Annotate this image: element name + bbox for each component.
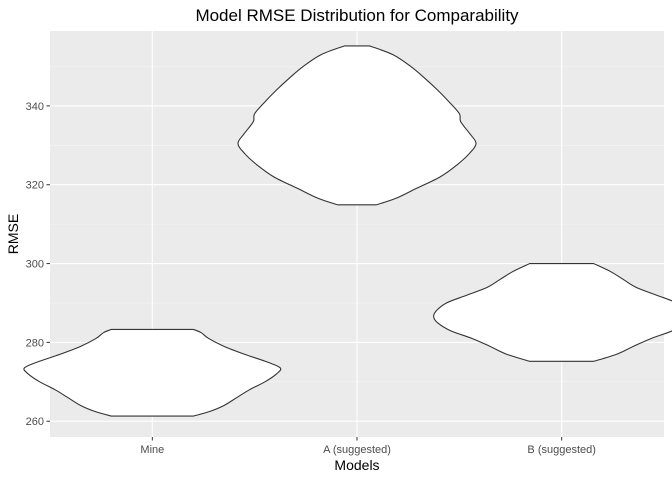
violins [23, 45, 672, 417]
y-axis: 260 280 300 320 340 [26, 101, 50, 428]
y-tick-label: 320 [26, 180, 44, 192]
violin-b-suggested [433, 263, 672, 362]
y-tick-label: 260 [26, 416, 44, 428]
chart-title: Model RMSE Distribution for Comparabilit… [195, 6, 519, 25]
y-tick-label: 280 [26, 337, 44, 349]
x-tick-label: A (suggested) [323, 444, 391, 456]
x-tick-label: Mine [140, 444, 164, 456]
violin-mine [23, 328, 282, 417]
y-tick-label: 300 [26, 259, 44, 271]
x-axis: Mine A (suggested) B (suggested) [140, 437, 596, 456]
x-tick-label: B (suggested) [527, 444, 595, 456]
y-tick-label: 340 [26, 101, 44, 113]
y-axis-title: RMSE [5, 214, 21, 254]
x-axis-title: Models [334, 457, 379, 473]
violin-a-suggested [237, 45, 477, 206]
